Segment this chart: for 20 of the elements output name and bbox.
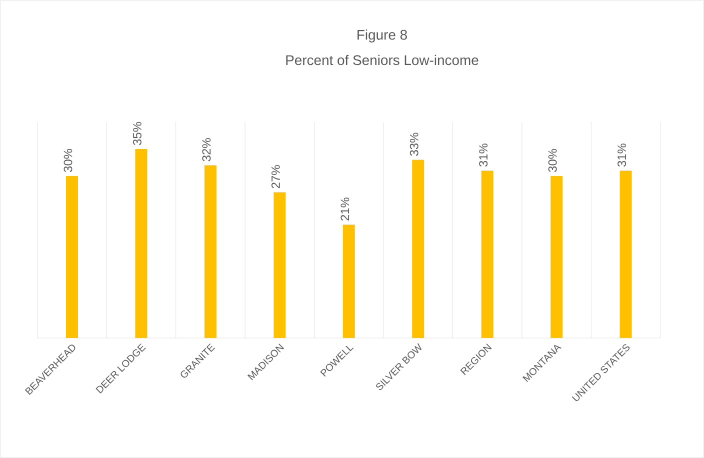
data-label: 21%: [340, 198, 350, 220]
bar: [550, 176, 563, 338]
bar: [135, 149, 148, 338]
bar: [412, 160, 424, 338]
data-label: 30%: [64, 148, 72, 172]
data-label: 31%: [618, 144, 626, 167]
bar: [620, 170, 632, 338]
data-label: 33%: [410, 132, 418, 156]
data-label: 32%: [202, 138, 211, 162]
chart-subtitle: Percent of Seniors Low-income: [286, 54, 478, 66]
data-label: 30%: [548, 148, 557, 172]
data-label: 27%: [271, 165, 280, 188]
bar: [274, 192, 286, 338]
data-label: 35%: [132, 122, 142, 146]
data-label: 31%: [479, 144, 488, 167]
bar: [342, 224, 355, 338]
bar: [481, 170, 494, 338]
bar: [66, 176, 78, 338]
chart-title: Figure 8: [358, 29, 407, 42]
bar: [204, 165, 216, 338]
